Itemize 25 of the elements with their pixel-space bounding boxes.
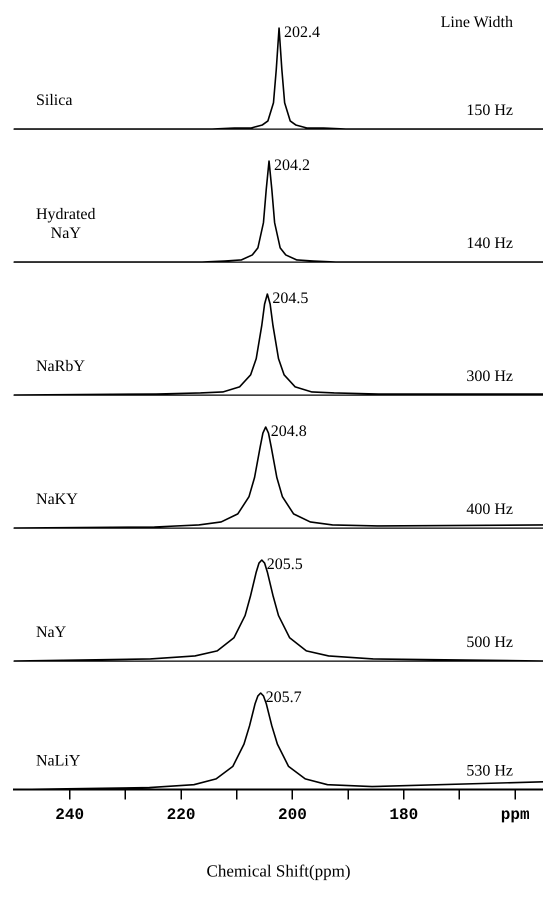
annotation: 205.7 [266, 689, 302, 706]
annotation: 140 Hz [466, 235, 513, 252]
annotation: Line Width [440, 14, 513, 31]
x-tick-label: 200 [278, 806, 307, 824]
series-label: Hydrated NaY [36, 206, 96, 242]
annotation: 205.5 [266, 556, 303, 574]
annotation: 400 Hz [466, 501, 513, 518]
x-tick-label: 180 [389, 806, 418, 824]
series-label: NaLiY [36, 752, 81, 770]
series-label: Silica [36, 92, 72, 109]
annotation: 300 Hz [466, 368, 513, 385]
annotation: 500 Hz [466, 634, 513, 651]
annotation: 204.2 [274, 157, 310, 174]
annotation: 202.4 [284, 24, 320, 42]
series-label: NaKY [36, 491, 78, 508]
x-tick-label: 240 [55, 806, 84, 824]
x-tick-label: 220 [166, 806, 196, 824]
series-label: NaRbY [36, 358, 86, 375]
x-tick-label: ppm [500, 806, 530, 824]
series-label: NaY [36, 624, 67, 641]
annotation: 150 Hz [466, 102, 513, 119]
annotation: 204.8 [270, 423, 307, 440]
annotation: 530 Hz [466, 762, 513, 780]
x-axis-title: Chemical Shift(ppm) [206, 861, 351, 880]
annotation: 204.5 [272, 290, 308, 308]
